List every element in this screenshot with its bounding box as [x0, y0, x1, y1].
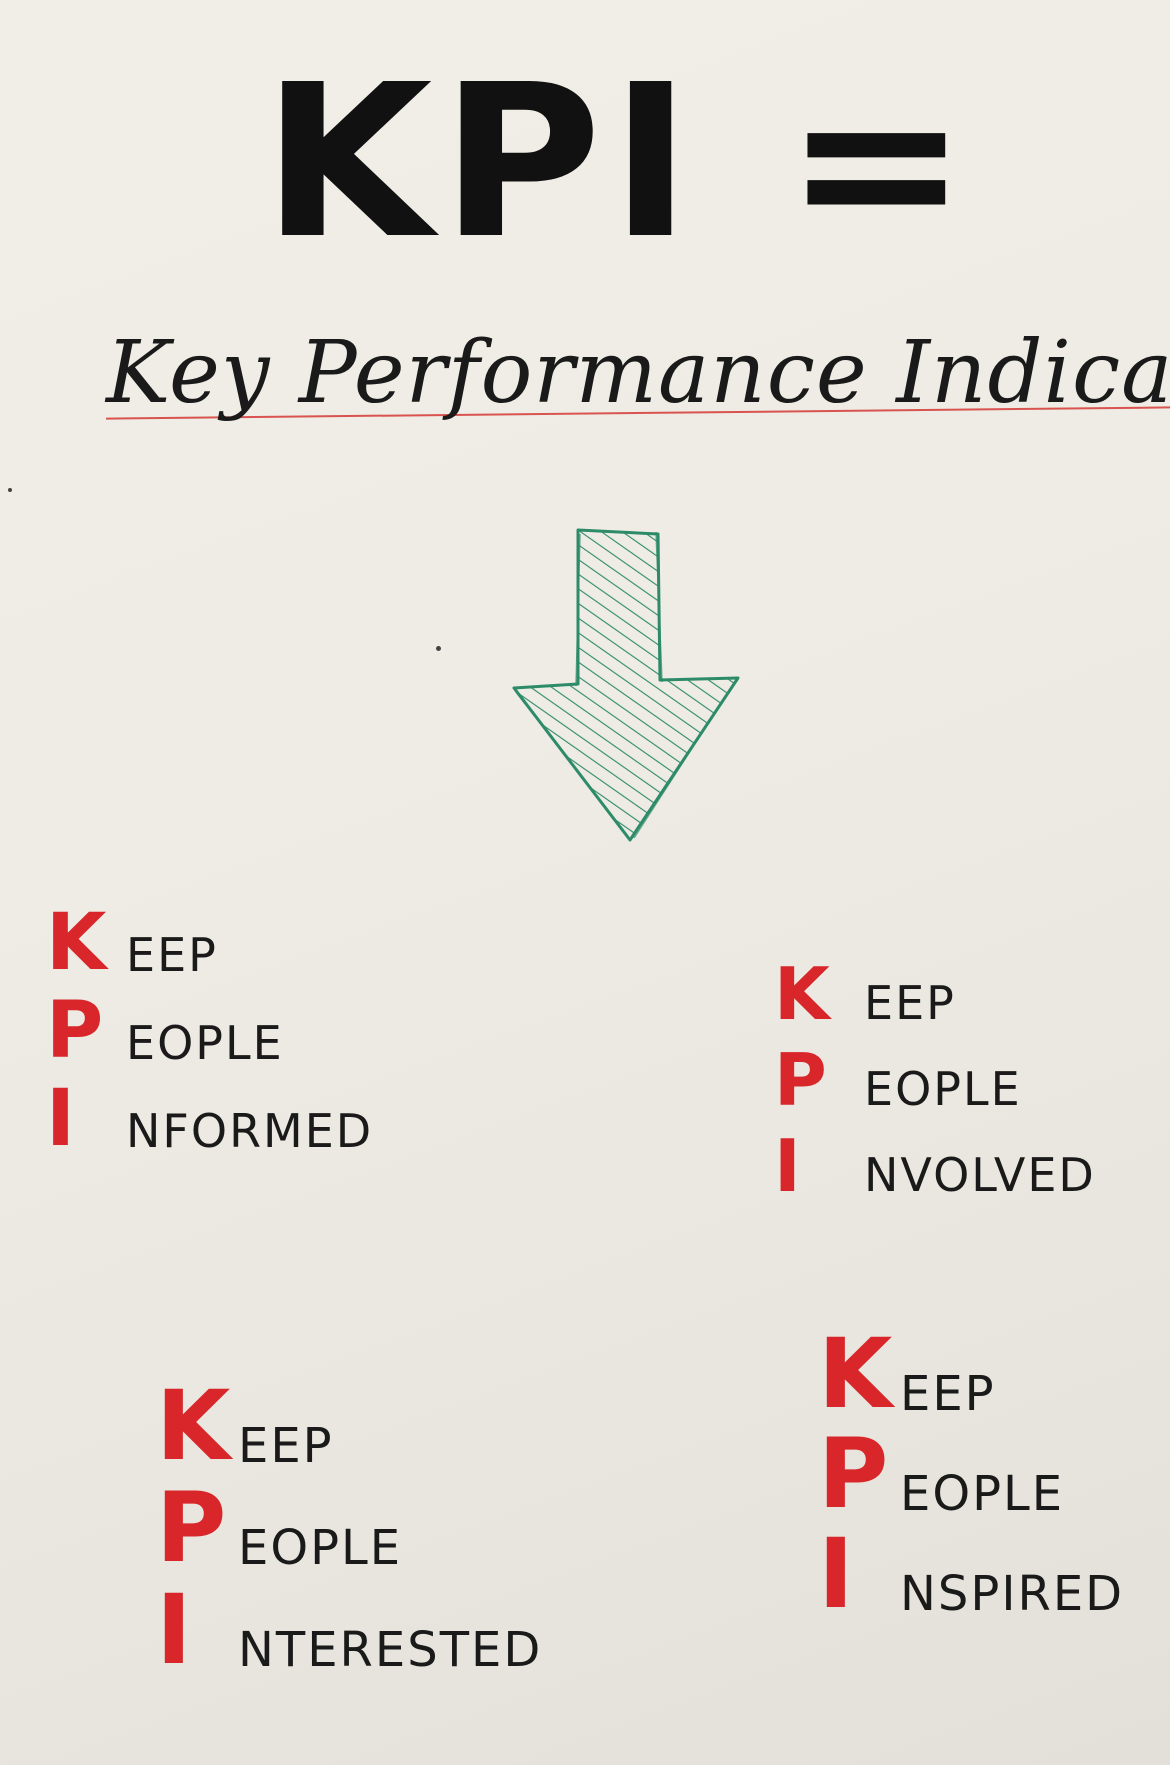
acronym-row: I NFORMED — [46, 1074, 374, 1164]
ink-speck — [436, 646, 441, 651]
acronym-word: NTERESTED — [238, 1622, 543, 1678]
acronym-word: EOPLE — [126, 1016, 284, 1070]
acronym-word: EEP — [864, 976, 956, 1030]
acronym-row: K EEP — [46, 898, 373, 988]
acronym-row: I NTERESTED — [156, 1574, 543, 1686]
acronym-word: EEP — [126, 928, 218, 982]
acronym-letter: K — [156, 1370, 231, 1482]
acronym-row: I NSPIRED — [818, 1518, 1125, 1630]
acronym-word: NVOLVED — [864, 1148, 1096, 1202]
acronym-block: K EEP P EOPLE I NSPIRED — [818, 1318, 1125, 1630]
subtitle: Key Performance Indicators — [106, 323, 1170, 423]
acronym-letter: I — [156, 1574, 192, 1686]
acronym-row: P EOPLE — [46, 986, 373, 1076]
acronym-row: P EOPLE — [774, 1036, 1096, 1122]
acronym-row: I NVOLVED — [774, 1122, 1096, 1208]
down-arrow-icon — [512, 528, 740, 842]
acronym-row: K EEP — [156, 1370, 542, 1482]
acronym-word: EOPLE — [900, 1466, 1065, 1522]
acronym-letter: P — [46, 986, 104, 1076]
acronym-row: P EOPLE — [156, 1472, 542, 1584]
acronym-block: K EEP P EOPLE I NFORMED — [46, 898, 374, 1164]
acronym-letter: P — [156, 1472, 227, 1584]
acronym-word: EOPLE — [864, 1062, 1022, 1116]
acronym-letter: P — [774, 1038, 827, 1122]
acronym-word: NSPIRED — [900, 1566, 1125, 1622]
acronym-block: K EEP P EOPLE I NVOLVED — [774, 950, 1096, 1208]
acronym-row: K EEP — [774, 950, 1096, 1036]
acronym-word: EOPLE — [238, 1520, 403, 1576]
acronym-letter: P — [818, 1418, 889, 1530]
page-title: KPI = — [262, 39, 977, 285]
acronym-block: K EEP P EOPLE I NTERESTED — [156, 1370, 543, 1686]
acronym-letter: K — [818, 1318, 893, 1430]
ink-speck — [8, 488, 12, 492]
acronym-row: P EOPLE — [818, 1418, 1124, 1530]
acronym-letter: K — [46, 898, 107, 988]
acronym-row: K EEP — [818, 1318, 1124, 1430]
acronym-letter: K — [774, 952, 830, 1036]
acronym-word: NFORMED — [126, 1104, 374, 1158]
acronym-letter: I — [818, 1518, 854, 1630]
subtitle-block: Key Performance Indicators — [106, 330, 1170, 480]
acronym-letter: I — [46, 1074, 76, 1164]
acronym-word: EEP — [900, 1366, 996, 1422]
acronym-letter: I — [774, 1124, 801, 1208]
acronym-word: EEP — [238, 1418, 334, 1474]
